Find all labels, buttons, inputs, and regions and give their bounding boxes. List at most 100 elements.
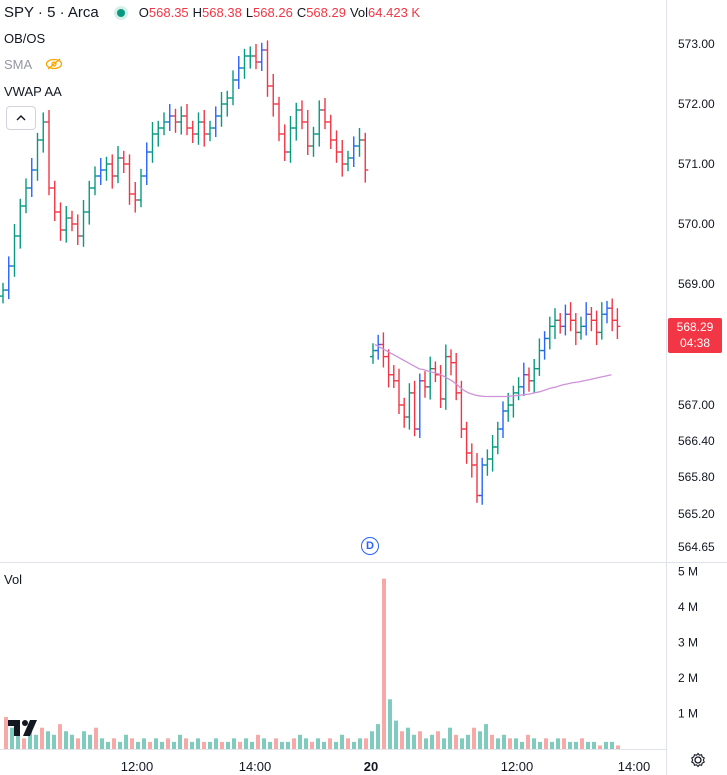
eye-crossed-icon[interactable] — [45, 58, 63, 73]
volume-bar — [478, 731, 482, 749]
price-tick-label: 570.00 — [678, 217, 715, 231]
volume-bar — [550, 741, 554, 749]
volume-value: Vol64.423 K — [349, 5, 421, 20]
ohlc-bar — [345, 150, 351, 172]
volume-bar — [214, 738, 218, 749]
low-value: L568.26 — [245, 5, 293, 20]
ohlc-bar — [322, 98, 328, 130]
volume-bar — [334, 741, 338, 749]
ohlc-bar — [5, 256, 12, 300]
volume-bar — [418, 731, 422, 749]
tradingview-logo[interactable] — [6, 716, 42, 743]
ohlc-bar — [604, 300, 610, 324]
volume-bar — [16, 734, 20, 749]
volume-bar — [574, 741, 578, 749]
volume-bar — [388, 699, 392, 749]
volume-bar — [118, 741, 122, 749]
ohlc-bar — [69, 210, 75, 232]
high-value: H568.38 — [192, 5, 242, 20]
volume-bar — [316, 738, 320, 749]
ohlc-bar — [115, 146, 121, 184]
ohlc-bar — [270, 74, 277, 117]
collapse-legend-button[interactable] — [6, 106, 36, 130]
volume-bar — [166, 738, 170, 749]
volume-bar — [220, 741, 224, 749]
indicator-obos[interactable]: OB/OS — [4, 31, 46, 46]
ohlc-bar — [458, 380, 465, 438]
ohlc-bar — [310, 126, 317, 157]
volume-bar — [376, 724, 380, 749]
ohlc-bar — [593, 310, 600, 346]
ohlc-bar — [212, 106, 219, 137]
volume-bar — [190, 741, 194, 749]
volume-bar — [364, 738, 368, 749]
ohlc-bar — [195, 112, 202, 145]
ohlc-bar — [184, 104, 190, 136]
ohlc-bar — [189, 120, 196, 143]
ohlc-bar — [0, 282, 6, 304]
vwap-series — [374, 343, 612, 398]
ohlc-bar — [132, 182, 139, 213]
volume-bar — [112, 738, 116, 749]
ohlc-bar — [526, 367, 532, 392]
volume-bar — [532, 738, 536, 749]
time-tick-label: 12:00 — [121, 759, 154, 774]
market-status-icon[interactable] — [116, 8, 125, 17]
volume-bar — [172, 741, 176, 749]
volume-bar — [526, 734, 530, 749]
volume-bar — [22, 738, 26, 749]
ohlc-bar — [390, 365, 397, 389]
volume-bar — [184, 738, 188, 749]
ohlc-bar — [109, 154, 116, 189]
volume-bar — [262, 738, 266, 749]
volume-bar — [610, 741, 614, 749]
volume-bar — [454, 734, 458, 749]
volume-bar — [76, 738, 80, 749]
ohlc-bar — [333, 130, 340, 163]
volume-bar — [328, 738, 332, 749]
ohlc-bar — [253, 44, 259, 70]
volume-bar — [202, 741, 206, 749]
volume-bar — [58, 724, 62, 749]
ohlc-bar — [178, 106, 185, 135]
ohlc-bar — [126, 154, 133, 205]
ohlc-bar — [327, 114, 334, 149]
volume-bar — [292, 738, 296, 749]
ohlc-bar — [40, 112, 47, 153]
ohlc-bar — [453, 352, 460, 401]
ohlc-bar — [120, 150, 127, 173]
volume-bar — [82, 731, 86, 749]
volume-bar — [556, 738, 560, 749]
volume-bar — [52, 734, 56, 749]
volume-bar — [496, 738, 500, 749]
ohlc-bar — [406, 383, 413, 430]
ohlc-bar — [531, 359, 538, 394]
close-value: C568.29 — [296, 5, 346, 20]
volume-bar — [4, 717, 8, 749]
volume-bar — [424, 738, 428, 749]
indicator-sma[interactable]: SMA — [4, 57, 63, 73]
volume-bar — [88, 734, 92, 749]
ohlc-bar — [552, 308, 558, 340]
volume-bar — [568, 741, 572, 749]
volume-bar — [544, 738, 548, 749]
ohlc-bar — [489, 435, 496, 472]
last-price-tag: 568.29 04:38 — [668, 318, 722, 353]
volume-bar — [130, 738, 134, 749]
volume-bar — [370, 731, 374, 749]
dividend-marker[interactable]: D — [361, 537, 379, 555]
volume-bar — [592, 741, 596, 749]
indicator-vwap[interactable]: VWAP AA — [4, 84, 62, 99]
symbol-title[interactable]: SPY · 5 · Arca — [4, 4, 99, 21]
volume-bar — [604, 741, 608, 749]
volume-bar — [142, 738, 146, 749]
price-tick-label: 564.65 — [678, 540, 715, 554]
volume-bar — [460, 738, 464, 749]
volume-bar — [490, 734, 494, 749]
volume-bar — [250, 741, 254, 749]
ohlc-bar — [427, 356, 434, 400]
ohlc-bar — [155, 120, 162, 147]
ohlc-bar — [23, 178, 29, 214]
gear-icon[interactable] — [690, 752, 706, 772]
